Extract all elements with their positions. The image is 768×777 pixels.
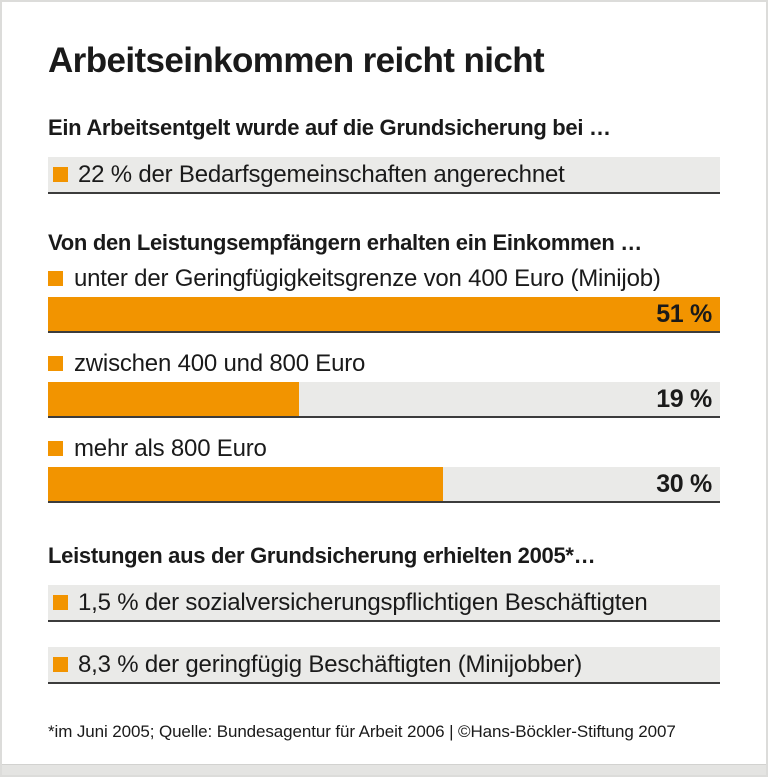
bar-value-label: 51 % bbox=[656, 300, 712, 328]
fact-bar-1-5-percent: 1,5 % der sozialversicherungspflichtigen… bbox=[48, 585, 720, 622]
legend-swatch-icon bbox=[48, 356, 63, 371]
bar-30-percent: 30 % bbox=[48, 467, 720, 503]
legend-swatch-icon bbox=[53, 595, 68, 610]
bar-value-label: 30 % bbox=[656, 470, 712, 498]
fact-bar-22-percent: 22 % der Bedarfsgemeinschaften angerechn… bbox=[48, 157, 720, 194]
bar-fill bbox=[48, 467, 444, 501]
section2-heading: Von den Leistungsempfängern erhalten ein… bbox=[48, 230, 642, 255]
legend-swatch-icon bbox=[48, 441, 63, 456]
legend-row-400-800: zwischen 400 und 800 Euro bbox=[48, 350, 720, 377]
bottom-strip bbox=[2, 764, 766, 775]
fact-text: 8,3 % der geringfügig Beschäftigten (Min… bbox=[78, 650, 583, 678]
legend-label: zwischen 400 und 800 Euro bbox=[74, 349, 366, 377]
bar-value-label: 19 % bbox=[656, 385, 712, 413]
legend-swatch-icon bbox=[53, 657, 68, 672]
fact-bar-8-3-percent: 8,3 % der geringfügig Beschäftigten (Min… bbox=[48, 647, 720, 684]
legend-swatch-icon bbox=[48, 271, 63, 286]
content-area: Arbeitseinkommen reicht nicht Ein Arbeit… bbox=[2, 2, 766, 742]
chart-title: Arbeitseinkommen reicht nicht bbox=[48, 41, 545, 80]
bar-19-percent: 19 % bbox=[48, 382, 720, 418]
legend-swatch-icon bbox=[53, 167, 68, 182]
legend-row-minijob: unter der Geringfügigkeitsgrenze von 400… bbox=[48, 265, 720, 292]
fact-text: 22 % der Bedarfsgemeinschaften angerechn… bbox=[78, 160, 565, 188]
bar-fill bbox=[48, 297, 720, 331]
legend-label: mehr als 800 Euro bbox=[74, 434, 267, 462]
legend-label: unter der Geringfügigkeitsgrenze von 400… bbox=[74, 264, 661, 292]
bar-fill bbox=[48, 382, 299, 416]
bar-51-percent: 51 % bbox=[48, 297, 720, 333]
section1-heading: Ein Arbeitsentgelt wurde auf die Grundsi… bbox=[48, 115, 611, 140]
source-footnote: *im Juni 2005; Quelle: Bundesagentur für… bbox=[48, 722, 676, 741]
section3-heading: Leistungen aus der Grundsicherung erhiel… bbox=[48, 543, 596, 568]
legend-row-over-800: mehr als 800 Euro bbox=[48, 435, 720, 462]
fact-text: 1,5 % der sozialversicherungspflichtigen… bbox=[78, 588, 648, 616]
